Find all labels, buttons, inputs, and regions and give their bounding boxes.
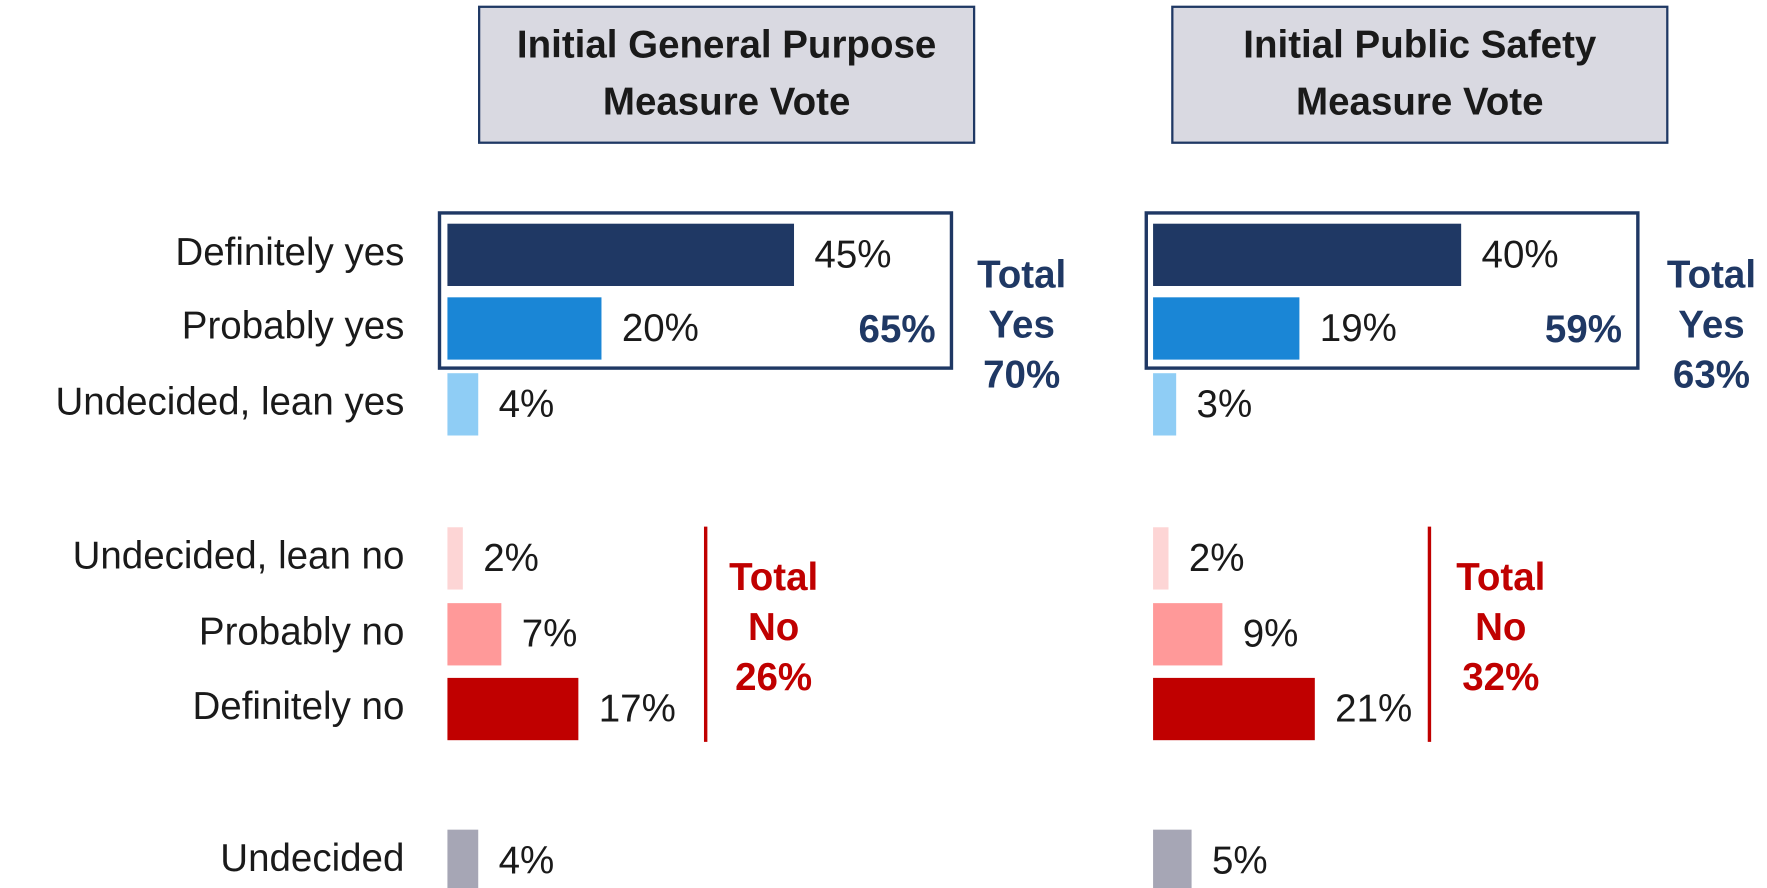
panel-title: Initial General Purpose	[517, 24, 936, 67]
total-yes: Total	[1667, 254, 1756, 297]
bar	[447, 527, 463, 590]
total-yes: Yes	[1678, 304, 1744, 347]
total-no: No	[1475, 606, 1526, 649]
value-label: 45%	[814, 233, 891, 276]
value-label: 40%	[1482, 233, 1559, 276]
total-yes: Total	[977, 254, 1066, 297]
category-label: Undecided, lean no	[73, 535, 405, 578]
total-yes: Yes	[988, 304, 1054, 347]
bar	[1153, 677, 1315, 741]
total-yes: 63%	[1673, 353, 1750, 396]
bar	[447, 829, 479, 888]
header-box	[1171, 5, 1669, 144]
category-label: Undecided, lean yes	[56, 381, 405, 424]
category-label: Undecided	[220, 837, 404, 880]
value-label: 2%	[483, 537, 539, 580]
category-label: Definitely yes	[175, 231, 404, 274]
panel-title: Measure Vote	[603, 80, 851, 123]
subtotal-yes: 59%	[1545, 308, 1622, 351]
bar	[1153, 373, 1177, 436]
value-label: 21%	[1335, 687, 1412, 730]
category-label: Probably yes	[182, 305, 405, 348]
bar	[1153, 527, 1169, 590]
value-label: 17%	[599, 687, 676, 730]
value-label: 5%	[1212, 839, 1268, 882]
value-label: 9%	[1243, 613, 1299, 656]
bar	[1153, 603, 1223, 666]
subtotal-yes: 65%	[859, 308, 936, 351]
bar	[1153, 297, 1300, 360]
total-no: No	[748, 606, 799, 649]
total-no: Total	[1456, 556, 1545, 599]
category-label: Probably no	[199, 610, 404, 653]
header-box	[478, 5, 976, 144]
total-yes: 70%	[983, 353, 1060, 396]
total-no: 26%	[735, 656, 812, 699]
value-label: 3%	[1197, 383, 1253, 426]
bar	[447, 603, 502, 666]
value-label: 20%	[622, 307, 699, 350]
panel-title: Measure Vote	[1296, 80, 1544, 123]
total-yes-box	[1144, 211, 1640, 370]
panel-title: Initial Public Safety	[1243, 24, 1597, 67]
total-no: 32%	[1462, 656, 1539, 699]
bar	[1153, 829, 1192, 888]
bar	[447, 677, 579, 741]
value-label: 4%	[499, 383, 555, 426]
bar	[1153, 223, 1462, 286]
total-no: Total	[729, 556, 818, 599]
value-label: 4%	[499, 839, 555, 882]
value-label: 7%	[522, 613, 578, 656]
value-label: 2%	[1189, 537, 1245, 580]
bar	[447, 373, 479, 436]
value-label: 19%	[1320, 307, 1397, 350]
bar	[447, 297, 602, 360]
category-label: Definitely no	[193, 685, 405, 728]
bar	[447, 223, 795, 286]
total-yes-box	[437, 211, 954, 370]
